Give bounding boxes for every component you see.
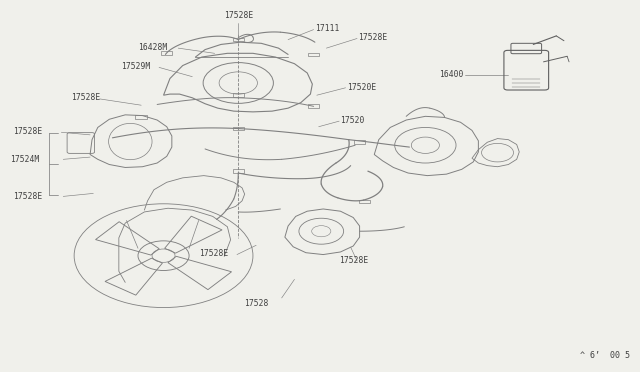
Text: 17520E: 17520E — [347, 83, 376, 92]
Text: 17528E: 17528E — [13, 192, 43, 201]
Text: 16400: 16400 — [438, 70, 463, 79]
Bar — [354, 140, 365, 144]
Text: 17520: 17520 — [340, 116, 365, 125]
Text: 17528E: 17528E — [71, 93, 100, 102]
Bar — [232, 127, 244, 131]
Bar — [308, 105, 319, 108]
Text: ^ 6’  00 5: ^ 6’ 00 5 — [580, 351, 630, 360]
Text: 17528E: 17528E — [358, 33, 388, 42]
Text: 17528E: 17528E — [13, 126, 43, 136]
Text: 17111: 17111 — [315, 23, 339, 33]
Text: 17528E: 17528E — [223, 11, 253, 20]
Text: 17528E: 17528E — [339, 256, 369, 265]
Text: 16428M: 16428M — [138, 42, 167, 51]
Text: 17528: 17528 — [244, 299, 268, 308]
Bar — [232, 38, 244, 41]
Text: 17529M: 17529M — [121, 62, 150, 71]
Bar — [232, 93, 244, 97]
Bar — [359, 200, 371, 203]
Bar — [161, 51, 173, 55]
Bar — [308, 52, 319, 56]
Bar — [136, 115, 147, 119]
Text: 17524M: 17524M — [10, 155, 40, 164]
Bar — [232, 169, 244, 173]
Text: 17528E: 17528E — [198, 249, 228, 258]
